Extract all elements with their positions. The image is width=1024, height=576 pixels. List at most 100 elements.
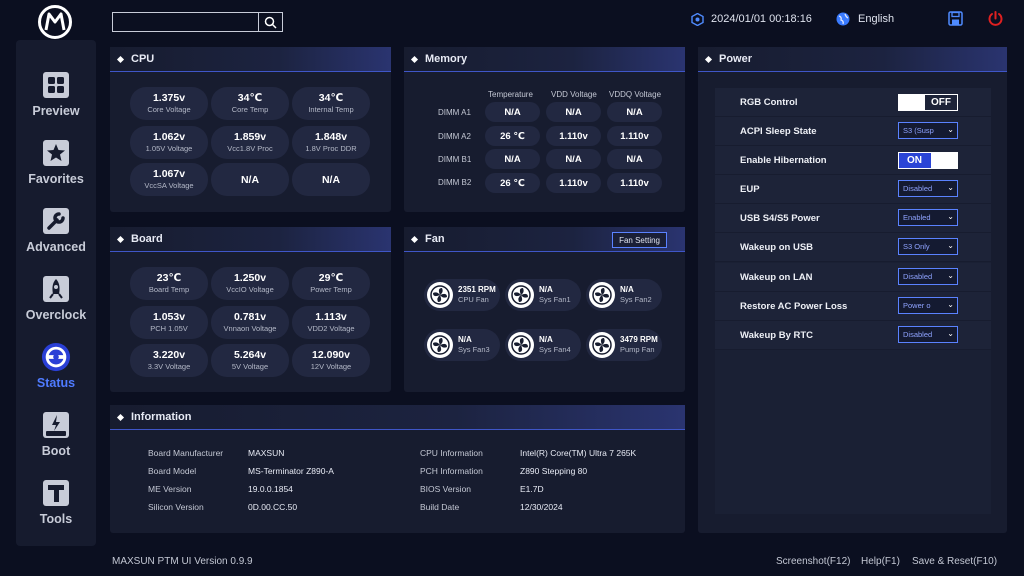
fan-icon: [589, 282, 615, 308]
tools-icon: [41, 478, 71, 508]
acpi-sleep-select[interactable]: S3 (Susp ⌄: [898, 122, 958, 139]
maxsun-logo: [38, 5, 72, 39]
information-title: Information: [131, 411, 192, 423]
info-value: 12/30/2024: [520, 502, 563, 512]
nav-item-boot[interactable]: Boot: [16, 398, 96, 458]
memory-cell: N/A: [485, 149, 540, 169]
chevron-down-icon: ⌄: [947, 125, 954, 134]
board-reading: 0.781v Vnnaon Voltage: [211, 306, 289, 339]
fan-reading: 2351 RPM CPU Fan: [424, 279, 500, 311]
fan-icon: [427, 332, 453, 358]
power-row-wakeup-lan: Wakeup on LAN Disabled ⌄: [715, 263, 991, 292]
help-button[interactable]: Help(F1): [861, 556, 900, 567]
memory-cell: 1.110v: [607, 173, 662, 193]
info-value: 0D.00.CC.50: [248, 502, 298, 512]
status-icon: [41, 342, 71, 372]
memory-cell: N/A: [546, 149, 601, 169]
memory-cell: 1.110v: [546, 126, 601, 146]
fan-reading: N/A Sys Fan4: [505, 329, 581, 361]
info-label: ME Version: [148, 484, 192, 494]
language-selector[interactable]: English: [836, 11, 894, 27]
memory-row-label: DIMM B1: [438, 155, 472, 164]
nav-item-advanced[interactable]: Advanced: [16, 194, 96, 254]
nav-item-tools[interactable]: Tools: [16, 466, 96, 526]
search-button[interactable]: [258, 12, 283, 32]
fan-icon: [508, 332, 534, 358]
nav-item-preview[interactable]: Preview: [16, 58, 96, 118]
nav-item-favorites[interactable]: Favorites: [16, 126, 96, 186]
info-value: 19.0.0.1854: [248, 484, 293, 494]
info-label: Silicon Version: [148, 502, 204, 512]
nav-item-overclock[interactable]: Overclock: [16, 262, 96, 322]
fan-title: Fan: [425, 233, 445, 245]
cpu-reading: 1.067v VccSA Voltage: [130, 163, 208, 196]
wakeup-lan-select[interactable]: Disabled ⌄: [898, 268, 958, 285]
chevron-down-icon: ⌄: [947, 300, 954, 309]
search-input[interactable]: [112, 12, 258, 32]
screenshot-button[interactable]: Screenshot(F12): [776, 556, 851, 567]
power-row-hibernation: Enable Hibernation ON: [715, 146, 991, 175]
chevron-down-icon: ⌄: [947, 241, 954, 250]
restore-ac-select[interactable]: Power o ⌄: [898, 297, 958, 314]
datetime-display: 2024/01/01 00:18:16: [691, 11, 812, 27]
cpu-reading: 1.375v Core Voltage: [130, 87, 208, 120]
board-panel-header: Board: [110, 227, 391, 252]
information-panel: Information: [110, 405, 685, 533]
memory-panel-header: Memory: [404, 47, 685, 72]
chevron-down-icon: ⌄: [947, 183, 954, 192]
fan-icon: [427, 282, 453, 308]
save-reset-button[interactable]: Save & Reset(F10): [912, 556, 998, 567]
fan-reading: N/A Sys Fan3: [424, 329, 500, 361]
power-row-wakeup-usb: Wakeup on USB S3 Only ⌄: [715, 233, 991, 262]
hibernation-toggle[interactable]: ON: [898, 152, 958, 169]
memory-cell: 26 ℃: [485, 126, 540, 146]
wrench-icon: [41, 206, 71, 236]
cpu-reading: 34℃ Internal Temp: [292, 87, 370, 120]
power-row-rgb-control: RGB Control OFF: [715, 88, 991, 117]
nav-label-favorites: Favorites: [28, 172, 84, 186]
board-reading: 12.090v 12V Voltage: [292, 344, 370, 377]
board-reading: 29℃ Power Temp: [292, 267, 370, 300]
nav-label-overclock: Overclock: [25, 308, 87, 322]
power-row-acpi-sleep: ACPI Sleep State S3 (Susp ⌄: [715, 117, 991, 146]
cpu-panel-header: CPU: [110, 47, 391, 72]
eup-select[interactable]: Disabled ⌄: [898, 180, 958, 197]
wakeup-usb-select[interactable]: S3 Only ⌄: [898, 238, 958, 255]
power-row-eup: EUP Disabled ⌄: [715, 175, 991, 204]
fan-setting-button[interactable]: Fan Setting: [612, 232, 667, 248]
info-value: Intel(R) Core(TM) Ultra 7 265K: [520, 448, 637, 458]
info-label: Build Date: [420, 502, 460, 512]
fan-icon: [589, 332, 615, 358]
power-icon[interactable]: [987, 10, 1004, 27]
info-label: BIOS Version: [420, 484, 472, 494]
wakeup-rtc-select[interactable]: Disabled ⌄: [898, 326, 958, 343]
memory-row-label: DIMM A2: [438, 132, 471, 141]
nav-label-boot: Boot: [41, 444, 71, 458]
board-reading: 1.053v PCH 1.05V: [130, 306, 208, 339]
nav-label-advanced: Advanced: [26, 240, 86, 254]
power-row-restore-ac: Restore AC Power Loss Power o ⌄: [715, 292, 991, 321]
rgb-control-toggle[interactable]: OFF: [898, 94, 958, 111]
cpu-reading: 1.848v 1.8V Proc DDR: [292, 126, 370, 159]
cpu-reading: N/A: [211, 163, 289, 196]
information-panel-header: Information: [110, 405, 685, 430]
memory-cell: N/A: [607, 102, 662, 122]
nav-item-status[interactable]: Status: [16, 330, 96, 390]
search-icon: [264, 16, 277, 29]
memory-title: Memory: [425, 53, 468, 65]
fan-icon: [508, 282, 534, 308]
memory-column-header: VDD Voltage: [551, 90, 597, 99]
cpu-title: CPU: [131, 53, 155, 65]
chevron-down-icon: ⌄: [947, 271, 954, 280]
save-icon[interactable]: [948, 11, 964, 27]
power-title: Power: [719, 53, 753, 65]
info-label: Board Model: [148, 466, 197, 476]
memory-cell: 1.110v: [607, 126, 662, 146]
language-text: English: [858, 13, 895, 25]
memory-column-header: VDDQ Voltage: [609, 90, 662, 99]
power-row-wakeup-rtc: Wakeup By RTC Disabled ⌄: [715, 321, 991, 350]
nav-label-status: Status: [36, 376, 76, 390]
power-row-usb-s4s5: USB S4/S5 Power Enabled ⌄: [715, 204, 991, 233]
cpu-reading: 34℃ Core Temp: [211, 87, 289, 120]
usb-s4s5-select[interactable]: Enabled ⌄: [898, 209, 958, 226]
